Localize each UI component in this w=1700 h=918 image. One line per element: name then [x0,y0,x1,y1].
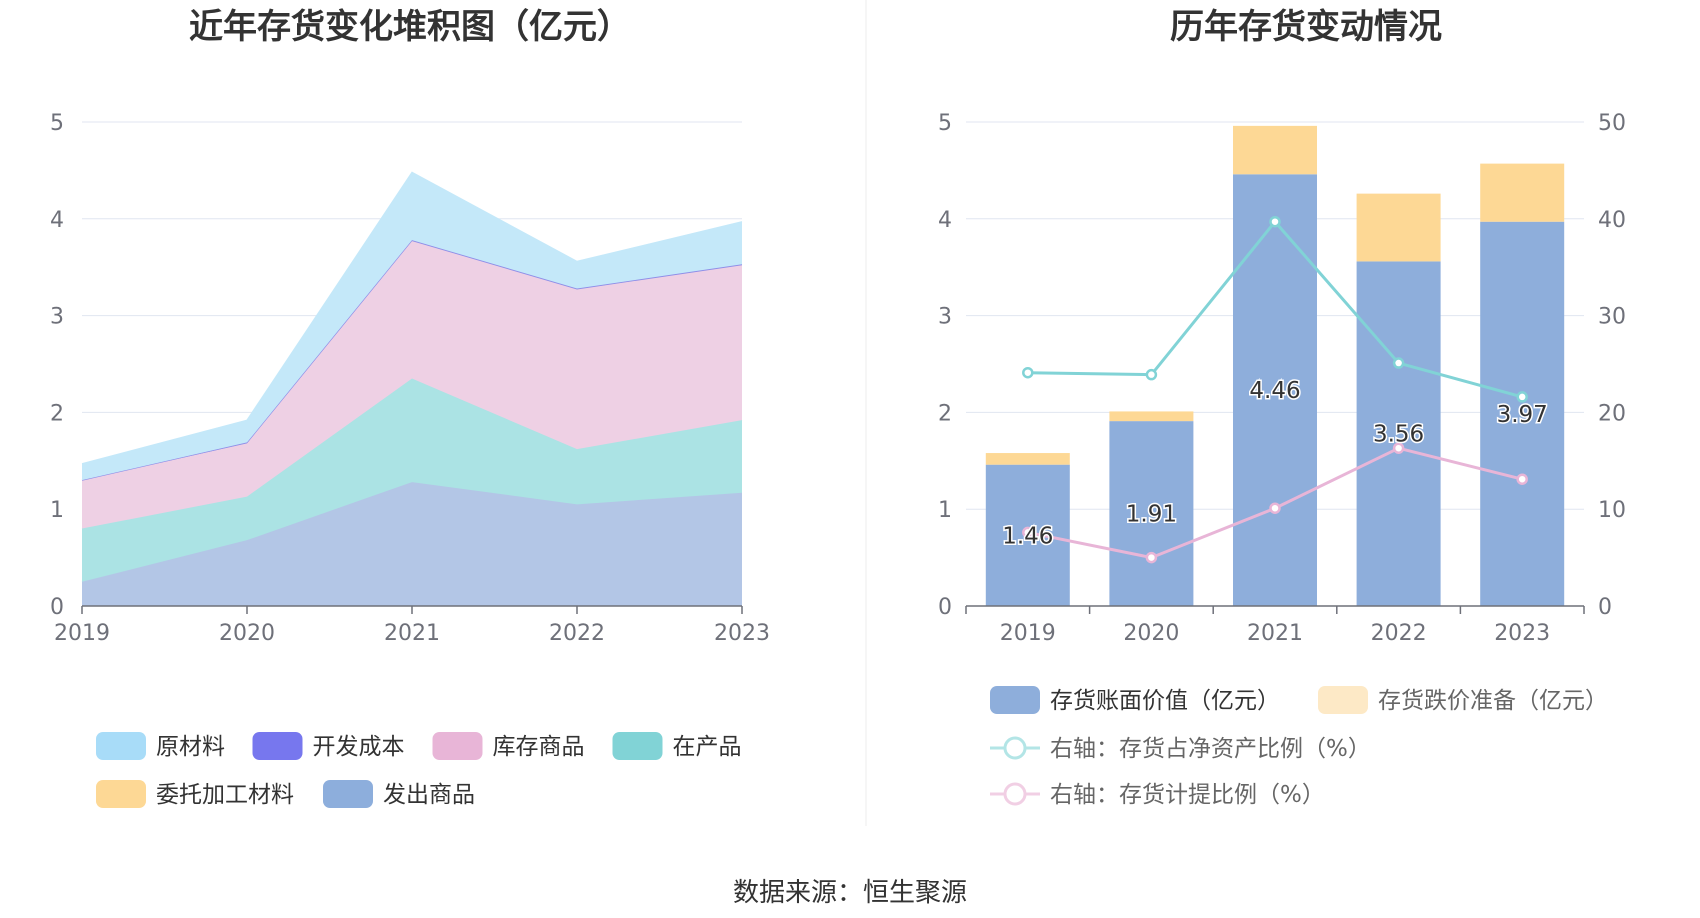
bar-impairment-reserve [1356,193,1441,262]
legend-label-impairment: 存货跌价准备（亿元） [1378,688,1608,714]
left-y-tick-label: 5 [50,111,64,136]
area-原材料 [82,172,742,481]
legend-label-在产品: 在产品 [673,734,742,760]
left-x-tick-label: 2023 [714,621,770,646]
right-y-tick-label: 3 [938,305,952,330]
legend-swatch-库存商品 [432,732,483,760]
bar-data-label: 1.91 [1126,502,1177,528]
bar-line-panel: 历年存货变动情况 1.461.914.463.563.97 0123450102… [938,7,1626,808]
legend-label-book-value: 存货账面价值（亿元） [1050,688,1280,714]
right-bars [985,125,1565,607]
left-y-tick-label: 0 [50,595,64,620]
right-y2-tick-label: 50 [1598,111,1626,136]
right-x-tick-label: 2022 [1371,621,1427,646]
line-point-右轴：存货占净资产比例（%） [1269,215,1281,228]
left-y-tick-label: 4 [50,208,64,233]
line-point-右轴：存货计提比例（%） [1392,442,1405,454]
legend-label-原材料: 原材料 [156,734,225,760]
line-point-右轴：存货计提比例（%） [1516,473,1528,485]
legend-label-委托加工材料: 委托加工材料 [156,782,294,808]
right-y-tick-label: 5 [938,111,952,136]
bar-impairment-reserve [985,453,1070,465]
legend-label-发出商品: 发出商品 [383,782,475,808]
area-edge-原材料 [81,171,743,465]
left-y-tick-label: 3 [50,305,64,330]
bar-data-label: 3.56 [1373,422,1424,448]
left-areas [81,171,743,606]
right-legend: 存货账面价值（亿元） 存货跌价准备（亿元） 右轴：存货占净资产比例（%） 右轴：存货计… [990,686,1608,808]
right-y-tick-label: 0 [938,595,952,620]
legend-label-line: 右轴：存货计提比例（%） [1050,782,1325,808]
bar-data-label: 1.46 [1002,523,1053,549]
right-lines [1022,215,1528,564]
bar-impairment-reserve [1480,163,1565,222]
stacked-area-panel: 近年存货变化堆积图（亿元） 0 1 2 3 4 5 2019 2020 2021 2022 2023… [50,7,770,808]
bar-data-label: 4.46 [1249,378,1300,404]
bar-book-value [1356,261,1441,606]
line-point-右轴：存货占净资产比例（%） [1392,357,1405,369]
legend-swatch-委托加工材料 [96,780,146,808]
left-x-tick-label: 2020 [219,621,275,646]
legend-swatch-在产品 [612,732,663,760]
line-point-右轴：存货占净资产比例（%） [1022,366,1034,379]
right-x-tick-label: 2023 [1494,621,1550,646]
left-y-tick-label: 2 [50,401,64,426]
legend-swatch-开发成本 [252,732,303,760]
right-y2-tick-label: 10 [1598,498,1626,523]
bar-impairment-reserve [1233,125,1317,175]
right-x-tick-label: 2021 [1247,621,1303,646]
left-x-tick-label: 2021 [384,621,440,646]
bar-data-label: 3.97 [1497,402,1548,428]
bar-book-value [1233,174,1317,606]
area-库存商品 [82,241,742,529]
legend-label-库存商品: 库存商品 [493,734,585,760]
right-x-tick-label: 2019 [1000,621,1056,646]
left-x-tick-label: 2019 [54,621,110,646]
legend-swatch-原材料 [96,732,146,760]
left-x-tick-label: 2022 [549,621,605,646]
bar-book-value [1109,421,1194,606]
right-chart-title: 历年存货变动情况 [1170,7,1442,47]
legend-line-marker [1003,736,1027,760]
area-在产品 [82,378,742,582]
left-chart-title: 近年存货变化堆积图（亿元） [189,7,631,47]
legend-line-marker [1003,782,1027,806]
line-point-右轴：存货计提比例（%） [1145,551,1158,564]
line-point-右轴：存货计提比例（%） [1269,502,1281,514]
line-point-右轴：存货计提比例（%） [1022,526,1034,539]
right-bar-labels: 1.46 1.91 4.46 3.56 3.97 [1001,377,1550,551]
source-label: 数据来源：恒生聚源 [733,878,967,908]
legend-label-line: 右轴：存货占净资产比例（%） [1050,736,1371,762]
area-发出商品 [82,482,742,606]
line-point-右轴：存货占净资产比例（%） [1145,368,1158,381]
right-y2-tick-label: 40 [1598,208,1626,233]
right-x-tick-label: 2020 [1123,621,1179,646]
left-y-tick-label: 1 [50,498,64,523]
bar-book-value [1480,221,1565,607]
right-y-tick-label: 4 [938,208,952,233]
line-point-右轴：存货占净资产比例（%） [1516,391,1528,403]
bar-impairment-reserve [1109,411,1194,422]
right-y-tick-label: 1 [938,498,952,523]
legend-label-开发成本: 开发成本 [313,734,405,760]
legend-swatch-book-value [990,686,1040,714]
legend-swatch-impairment [1318,686,1368,714]
right-y2-tick-label: 20 [1598,401,1626,426]
right-y2-tick-label: 0 [1598,595,1612,620]
right-y-tick-label: 2 [938,401,952,426]
legend-swatch-发出商品 [323,780,373,808]
left-axes: 0 1 2 3 4 5 2019 2020 2021 2022 2023 [50,111,770,646]
right-y2-tick-label: 30 [1598,305,1626,330]
